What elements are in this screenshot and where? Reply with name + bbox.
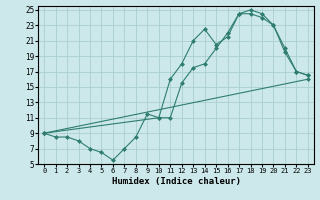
X-axis label: Humidex (Indice chaleur): Humidex (Indice chaleur) <box>111 177 241 186</box>
